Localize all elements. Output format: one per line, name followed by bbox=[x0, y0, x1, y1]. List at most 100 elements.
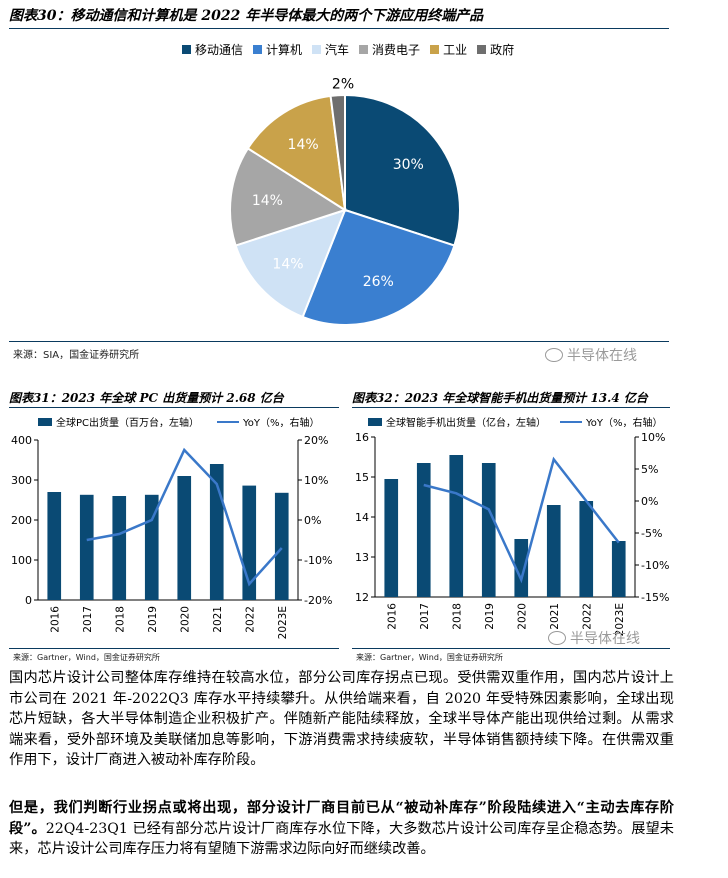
body-paragraph-2-rest: 22Q4-23Q1 已经有部分芯片设计厂商库存水位下降，大多数芯片设计公司库存呈… bbox=[9, 820, 674, 858]
fig31-top-rule bbox=[9, 407, 339, 408]
fig30-legend-item: 政府 bbox=[477, 41, 514, 58]
fig31-bottom-rule bbox=[9, 648, 339, 649]
x-tick-label: 2018 bbox=[451, 603, 463, 630]
fig30-legend-item: 计算机 bbox=[253, 41, 302, 58]
legend-swatch bbox=[430, 45, 440, 54]
legend-label: 汽车 bbox=[325, 43, 350, 57]
right-tick-label: -10% bbox=[641, 559, 669, 572]
x-tick-label: 2021 bbox=[549, 603, 561, 630]
bar bbox=[384, 479, 399, 597]
watermark-text: 半导体在线 bbox=[567, 348, 637, 364]
watermark-text: 半导体在线 bbox=[570, 631, 640, 647]
bar bbox=[514, 539, 529, 597]
fig30-pie-chart: 30% 26% 14% 14% 14% 2% bbox=[229, 76, 461, 326]
left-tick-label: 100 bbox=[11, 554, 32, 567]
bar bbox=[274, 492, 289, 600]
bar bbox=[481, 463, 496, 597]
right-tick-label: 5% bbox=[641, 463, 658, 476]
fig31-legend-line: YoY（%，右轴） bbox=[217, 414, 320, 429]
fig31-source: 来源：Gartner，Wind，国金证券研究所 bbox=[13, 653, 160, 662]
fig32-legend-line: YoY（%，右轴） bbox=[560, 414, 663, 429]
fig31-legend: 全球PC出货量（百万台，左轴） YoY（%，右轴） bbox=[38, 414, 320, 429]
fig32-legend-bar: 全球智能手机出货量（亿台，左轴） bbox=[368, 414, 546, 429]
left-tick-label: 0 bbox=[25, 594, 32, 607]
bar-swatch bbox=[38, 417, 52, 426]
fig31-legend-bar: 全球PC出货量（百万台，左轴） bbox=[38, 414, 199, 429]
yoy-line bbox=[86, 447, 283, 587]
fig32-bottom-rule bbox=[352, 648, 670, 649]
pie-data-label: 30% bbox=[393, 157, 424, 173]
bar bbox=[611, 541, 626, 597]
legend-label: 计算机 bbox=[266, 43, 303, 57]
pie-data-label: 2% bbox=[332, 76, 354, 92]
body-paragraph-1: 国内芯片设计公司整体库存维持在较高水位，部分公司库存拐点已现。受供需双重作用，国… bbox=[9, 670, 674, 768]
pie-data-label: 14% bbox=[252, 193, 283, 209]
left-tick-label: 13 bbox=[355, 551, 369, 564]
legend-swatch bbox=[359, 45, 369, 54]
x-tick-label: 2020 bbox=[516, 603, 528, 630]
fig30-bottom-rule bbox=[9, 341, 669, 342]
left-tick-label: 15 bbox=[355, 471, 369, 484]
fig32-title: 图表32：2023 年全球智能手机出货量预计 13.4 亿台 bbox=[352, 391, 648, 405]
right-tick-label: 0% bbox=[641, 495, 658, 508]
fig30-legend-item: 消费电子 bbox=[359, 41, 420, 58]
pie-slice bbox=[229, 146, 348, 247]
pie-data-label: 14% bbox=[288, 137, 319, 153]
fig30-legend-item: 汽车 bbox=[312, 41, 349, 58]
pie-slice bbox=[301, 208, 456, 326]
left-tick-label: 14 bbox=[355, 511, 369, 524]
bar bbox=[546, 505, 561, 597]
wechat-icon bbox=[548, 631, 566, 645]
x-tick-label: 2017 bbox=[82, 606, 94, 633]
line-swatch bbox=[217, 420, 240, 423]
legend-label: YoY（%，右轴） bbox=[586, 418, 663, 429]
fig31-title: 图表31：2023 年全球 PC 出货量预计 2.68 亿台 bbox=[9, 391, 284, 405]
body-paragraph-2: 但是，我们判断行业拐点或将出现，部分设计厂商目前已从“被动补库存”阶段陆续进入“… bbox=[9, 798, 674, 860]
bar bbox=[112, 496, 127, 600]
fig30-legend: 移动通信 计算机 汽车 消费电子 工业 政府 bbox=[182, 41, 524, 58]
right-tick-label: 10% bbox=[304, 474, 328, 487]
fig32-combo-chart: 12 13 14 15 16 -15% -10% -5% 0% 5% 10% 2016 2017 2018… bbox=[355, 431, 669, 636]
fig30-legend-item: 工业 bbox=[430, 41, 467, 58]
legend-label: YoY（%，右轴） bbox=[243, 418, 320, 429]
bar bbox=[416, 463, 431, 597]
fig32-source: 来源：Gartner，Wind，国金证券研究所 bbox=[356, 653, 503, 662]
x-tick-label: 2023E bbox=[277, 606, 289, 639]
bar bbox=[579, 501, 594, 597]
x-tick-label: 2019 bbox=[484, 603, 496, 630]
legend-label: 工业 bbox=[443, 43, 468, 57]
legend-swatch bbox=[477, 45, 487, 54]
bar bbox=[79, 494, 94, 600]
x-tick-label: 2021 bbox=[212, 606, 224, 633]
right-tick-label: -10% bbox=[304, 554, 332, 567]
right-tick-label: 10% bbox=[641, 431, 665, 444]
body-paragraph-2-bold: 但是，我们判断行业拐点或将出现，部分设计厂商目前已从“被动补库存”阶段陆续进入“… bbox=[9, 800, 674, 837]
x-tick-label: 2019 bbox=[147, 606, 159, 633]
x-tick-label: 2022 bbox=[581, 603, 593, 630]
fig30-watermark: 半导体在线 bbox=[545, 345, 637, 365]
bar-swatch bbox=[368, 417, 382, 426]
x-tick-label: 2020 bbox=[179, 606, 191, 633]
left-tick-label: 12 bbox=[355, 591, 369, 604]
fig32-top-rule bbox=[352, 407, 670, 408]
wechat-icon bbox=[545, 348, 563, 362]
left-tick-label: 300 bbox=[11, 474, 32, 487]
pie-data-label: 14% bbox=[272, 257, 303, 273]
pie-slice bbox=[246, 94, 347, 212]
x-tick-label: 2016 bbox=[49, 606, 61, 633]
fig30-top-rule bbox=[9, 28, 669, 29]
pie-data-label: 26% bbox=[363, 274, 394, 290]
fig32-watermark: 半导体在线 bbox=[548, 628, 640, 648]
fig32-legend: 全球智能手机出货量（亿台，左轴） YoY（%，右轴） bbox=[368, 414, 663, 429]
x-tick-label: 2016 bbox=[386, 603, 398, 630]
legend-label: 全球PC出货量（百万台，左轴） bbox=[56, 418, 200, 429]
fig30-title: 图表30：移动通信和计算机是 2022 年半导体最大的两个下游应用终端产品 bbox=[9, 8, 484, 24]
fig30-source: 来源：SIA，国金证券研究所 bbox=[13, 350, 140, 361]
bar bbox=[449, 455, 464, 597]
x-tick-label: 2018 bbox=[114, 606, 126, 633]
line-swatch bbox=[560, 420, 582, 423]
pie-slice bbox=[329, 93, 346, 211]
fig30-legend-item: 移动通信 bbox=[182, 41, 243, 58]
legend-label: 政府 bbox=[490, 43, 515, 57]
x-tick-label: 2017 bbox=[419, 603, 431, 630]
